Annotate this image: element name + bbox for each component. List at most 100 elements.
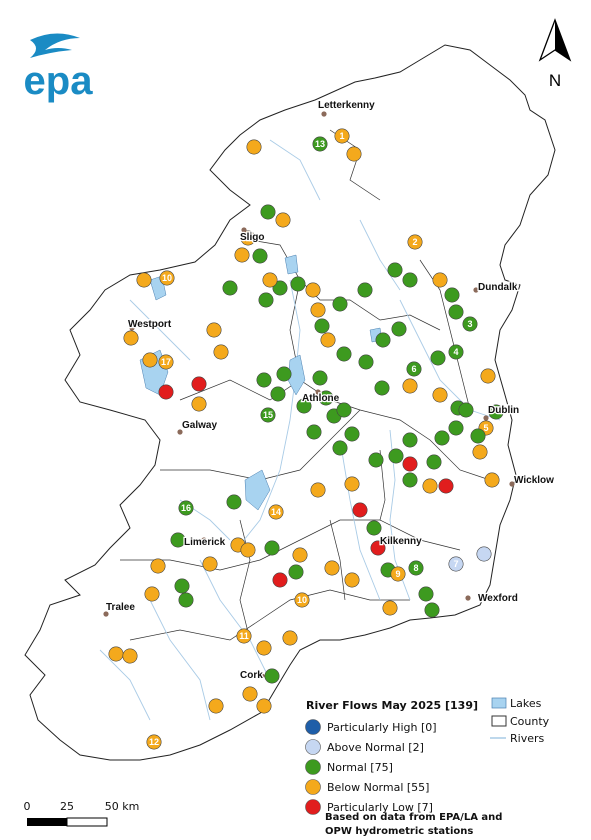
station-marker-normal [344,426,360,442]
station-marker-below-normal [324,560,340,576]
station-marker-below-normal [206,322,222,338]
station-marker-particularly-low [402,456,418,472]
station-marker-below-normal [123,330,139,346]
station-marker-normal [430,350,446,366]
station-number: 4 [453,347,458,357]
town-label: Westport [128,319,172,330]
station-marker-below-normal [136,272,152,288]
station-marker-normal [462,316,478,332]
station-marker-below-normal [142,352,158,368]
station-marker-below-normal [305,282,321,298]
town-dot-icon [465,595,471,601]
station-marker-below-normal [191,396,207,412]
station-marker-below-normal [208,698,224,714]
county-swatch [491,715,507,727]
station-marker-below-normal [282,630,298,646]
scale-label-25: 25 [60,800,74,813]
legend-title: River Flows May 2025 [139] [306,699,478,712]
town-label: Letterkenny [318,100,375,111]
station-marker-normal [290,276,306,292]
town-dot-icon [241,227,247,233]
station-marker-normal [488,404,504,420]
legend-label-above-normal: Above Normal [2] [327,741,424,754]
island-of-ireland [24,44,556,761]
station-marker-particularly-low [191,376,207,392]
legend-swatch-above-normal [305,739,321,755]
station-marker-normal [402,472,418,488]
town-label: Wexford [478,593,518,604]
station-number: 1 [339,131,344,141]
station-marker-below-normal [480,368,496,384]
station-marker-below-normal [144,586,160,602]
hydrometric-stations: 1 13 2 10 3 4 6 17 15 5 8 9 7 10 14 16 11 12 [108,128,504,750]
station-marker-below-normal [275,212,291,228]
station-marker-below-normal [213,344,229,360]
station-marker-normal [264,540,280,556]
station-marker-below-normal [294,592,310,608]
north-arrow: N [538,18,572,90]
station-marker-normal [424,602,440,618]
station-marker-normal [336,346,352,362]
town-label: Dundalk [478,282,518,293]
town-label: Sligo [240,232,264,243]
station-marker-normal [296,398,312,414]
station-marker-normal [402,272,418,288]
station-marker-normal [402,432,418,448]
station-number: 15 [263,410,273,420]
town-dot-icon [381,537,387,543]
town-dot-icon [177,429,183,435]
station-marker-particularly-low [272,572,288,588]
station-marker-normal [368,452,384,468]
station-marker-below-normal [346,146,362,162]
legend-swatch-below-normal [305,779,321,795]
legend-swatch-particularly-low [305,799,321,815]
north-label: N [549,71,561,90]
legend-label-particularly-low: Particularly Low [7] [327,801,433,814]
lakes-swatch [491,697,507,709]
station-number: 7 [453,559,458,569]
scale-label-50: 50 km [105,800,140,813]
scale-label-0: 0 [24,800,31,813]
station-number: 13 [315,139,325,149]
station-marker-below-normal [432,387,448,403]
station-marker-below-normal [242,686,258,702]
station-marker-normal [276,366,292,382]
station-marker-below-normal [240,542,256,558]
station-marker-normal [318,390,334,406]
station-marker-normal [332,440,348,456]
legend-label-normal: Normal [75] [327,761,393,774]
station-marker-below-normal [262,272,278,288]
town-dot-icon [315,389,321,395]
station-marker-below-normal [407,234,423,250]
station-marker-below-normal [146,734,162,750]
station-marker-particularly-low [352,502,368,518]
station-marker-normal [408,560,424,576]
station-marker-below-normal [310,482,326,498]
station-marker-below-normal [236,628,252,644]
station-marker-normal [222,280,238,296]
station-marker-normal [312,136,328,152]
station-number: 2 [412,237,417,247]
legend-label-particularly-high: Particularly High [0] [327,721,437,734]
town-dot-icon [509,481,515,487]
town-label: Galway [182,420,217,431]
station-marker-normal [391,321,407,337]
station-marker-normal [448,420,464,436]
station-marker-normal [252,248,268,264]
station-marker-normal [448,344,464,360]
scale-bar: 0 25 50 km [24,800,140,827]
station-number: 14 [271,507,281,517]
station-marker-below-normal [390,566,406,582]
station-marker-below-normal [159,270,175,286]
station-marker-below-normal [484,472,500,488]
station-marker-normal [178,500,194,516]
town-dot-icon [201,537,207,543]
station-marker-below-normal [240,230,256,246]
station-number: 17 [161,357,171,367]
station-marker-normal [312,370,328,386]
town-label: Wicklow [514,475,554,486]
station-marker-particularly-low [158,384,174,400]
station-marker-normal [374,380,390,396]
station-marker-normal [418,586,434,602]
